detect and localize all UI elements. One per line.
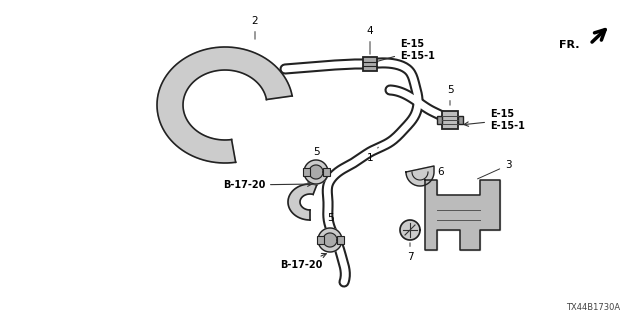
FancyBboxPatch shape (363, 57, 377, 71)
Text: 1: 1 (367, 147, 378, 163)
Text: E-15
E-15-1: E-15 E-15-1 (372, 39, 435, 64)
Text: 5: 5 (326, 213, 333, 239)
Polygon shape (318, 228, 342, 252)
FancyBboxPatch shape (323, 168, 330, 176)
Text: 7: 7 (406, 243, 413, 262)
Polygon shape (406, 166, 434, 186)
Text: B-17-20: B-17-20 (280, 253, 326, 270)
Polygon shape (400, 220, 420, 240)
Polygon shape (304, 160, 328, 184)
FancyBboxPatch shape (437, 116, 442, 124)
Text: B-17-20: B-17-20 (223, 180, 312, 190)
Text: FR.: FR. (559, 40, 580, 50)
Text: 6: 6 (426, 167, 444, 177)
Text: E-15
E-15-1: E-15 E-15-1 (464, 109, 525, 131)
FancyBboxPatch shape (442, 111, 458, 129)
FancyBboxPatch shape (317, 236, 324, 244)
FancyBboxPatch shape (303, 168, 310, 176)
Text: 2: 2 (252, 16, 259, 39)
Polygon shape (309, 165, 323, 179)
FancyBboxPatch shape (337, 236, 344, 244)
Text: 3: 3 (477, 160, 511, 179)
Polygon shape (425, 180, 500, 250)
Text: TX44B1730A: TX44B1730A (566, 303, 620, 312)
Text: 5: 5 (447, 85, 453, 105)
Polygon shape (288, 184, 317, 220)
FancyBboxPatch shape (458, 116, 463, 124)
Polygon shape (323, 233, 337, 247)
Text: 4: 4 (367, 26, 373, 54)
Text: 5: 5 (313, 147, 319, 172)
Polygon shape (157, 47, 292, 163)
